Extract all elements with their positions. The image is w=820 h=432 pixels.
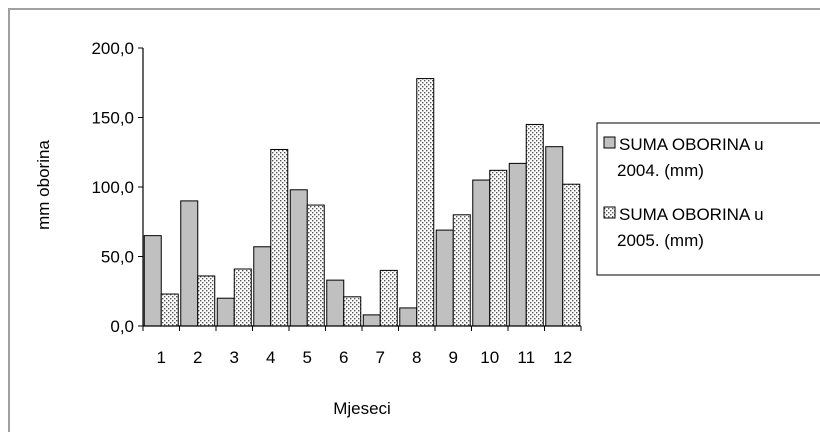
bar-series2-10 xyxy=(489,169,508,327)
bar-series1-4 xyxy=(253,246,272,327)
x-tick-label: 6 xyxy=(339,348,348,367)
bar-series2-6 xyxy=(343,296,362,327)
x-tick-label: 11 xyxy=(517,348,535,367)
bar-series1-5 xyxy=(289,189,308,327)
x-tick-label: 12 xyxy=(553,348,572,367)
legend-label-series2: SUMA OBORINA u xyxy=(619,205,764,224)
x-tick-label: 10 xyxy=(480,348,499,367)
x-tick-label: 5 xyxy=(303,348,312,367)
y-tick-label: 50,0 xyxy=(101,248,134,267)
x-tick-label: 3 xyxy=(230,348,239,367)
legend-label-series1: SUMA OBORINA u xyxy=(619,135,764,154)
bar-series1-1 xyxy=(143,235,162,327)
x-tick-label: 9 xyxy=(449,348,458,367)
bar-series2-5 xyxy=(306,204,325,327)
legend-label-series2: 2005. (mm) xyxy=(617,231,704,250)
y-tick-label: 150,0 xyxy=(91,109,134,128)
bar-series2-7 xyxy=(379,269,398,327)
x-axis-title: Mjeseci xyxy=(333,399,391,418)
bar-series2-8 xyxy=(416,78,435,327)
bar-series1-9 xyxy=(435,229,454,327)
x-tick-label: 1 xyxy=(157,348,166,367)
bar-series1-3 xyxy=(216,297,235,327)
y-tick-label: 100,0 xyxy=(91,178,134,197)
bars-layer xyxy=(143,78,581,327)
x-tick-label: 4 xyxy=(266,348,275,367)
y-axis-title: mm oborina xyxy=(34,140,53,230)
bar-series2-4 xyxy=(270,148,289,327)
bar-series1-8 xyxy=(399,307,418,327)
legend-swatch-series1 xyxy=(603,136,616,149)
legend-label-series1: 2004. (mm) xyxy=(617,161,704,180)
bar-series1-7 xyxy=(362,314,381,327)
x-tick-label: 2 xyxy=(193,348,202,367)
legend-swatch-series2 xyxy=(603,206,616,219)
bar-series2-2 xyxy=(197,275,216,327)
bar-series2-9 xyxy=(452,214,471,327)
x-tick-label: 8 xyxy=(412,348,421,367)
chart-border xyxy=(8,8,820,432)
bar-series1-2 xyxy=(180,200,199,327)
bar-series2-11 xyxy=(525,123,544,327)
bar-series2-12 xyxy=(562,183,581,327)
legend: SUMA OBORINA u 2004. (mm) SUMA OBORINA u 20… xyxy=(596,122,820,276)
bar-series2-1 xyxy=(160,293,179,327)
bar-series1-11 xyxy=(508,162,527,327)
y-tick-label: 0,0 xyxy=(110,317,134,336)
axes-layer xyxy=(138,47,582,331)
y-tick-label: 200,0 xyxy=(91,39,134,58)
bar-series1-12 xyxy=(545,146,564,327)
bar-series1-6 xyxy=(326,279,345,327)
x-tick-label: 7 xyxy=(376,348,385,367)
bar-series1-10 xyxy=(472,179,491,327)
legend-box xyxy=(596,122,820,276)
bar-series2-3 xyxy=(233,268,252,327)
